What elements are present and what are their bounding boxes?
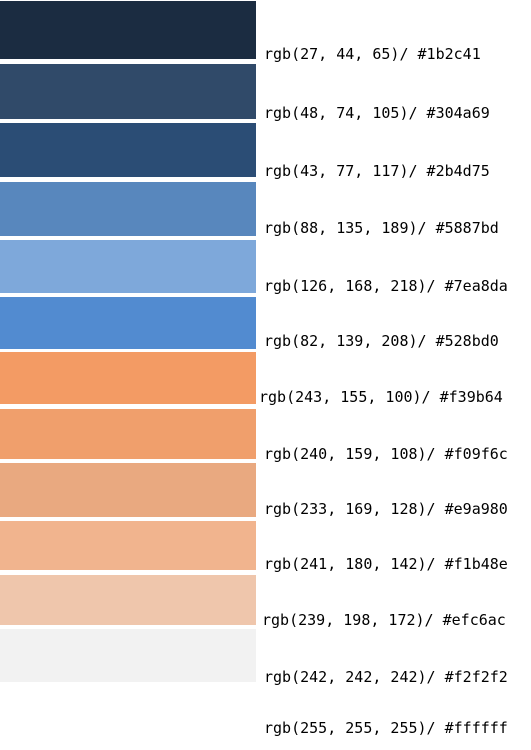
swatch-label: rgb(48, 74, 105)/ #304a69 — [264, 104, 490, 122]
swatch-label: rgb(240, 159, 108)/ #f09f6c — [264, 445, 508, 463]
swatch-label: rgb(82, 139, 208)/ #528bd0 — [264, 332, 499, 350]
color-swatch — [0, 463, 256, 517]
swatch-label: rgb(88, 135, 189)/ #5887bd — [264, 219, 499, 237]
swatch-label: rgb(241, 180, 142)/ #f1b48e — [264, 555, 508, 573]
color-swatch — [0, 521, 256, 570]
color-swatch — [0, 686, 256, 740]
color-swatch — [0, 123, 256, 177]
color-swatch — [0, 64, 256, 119]
color-swatch — [0, 352, 256, 404]
color-swatch — [0, 1, 256, 59]
swatch-label: rgb(239, 198, 172)/ #efc6ac — [262, 611, 506, 629]
swatch-label: rgb(255, 255, 255)/ #ffffff — [264, 719, 508, 737]
color-swatch — [0, 409, 256, 459]
color-swatch — [0, 575, 256, 625]
swatch-label: rgb(43, 77, 117)/ #2b4d75 — [264, 162, 490, 180]
color-swatch — [0, 629, 256, 682]
swatch-label: rgb(243, 155, 100)/ #f39b64 — [259, 388, 503, 406]
color-swatch — [0, 240, 256, 293]
swatch-label: rgb(233, 169, 128)/ #e9a980 — [264, 500, 508, 518]
swatch-label: rgb(242, 242, 242)/ #f2f2f2 — [264, 668, 508, 686]
swatch-label: rgb(126, 168, 218)/ #7ea8da — [264, 277, 508, 295]
color-swatch — [0, 182, 256, 236]
swatch-label: rgb(27, 44, 65)/ #1b2c41 — [264, 45, 481, 63]
color-swatch — [0, 297, 256, 349]
